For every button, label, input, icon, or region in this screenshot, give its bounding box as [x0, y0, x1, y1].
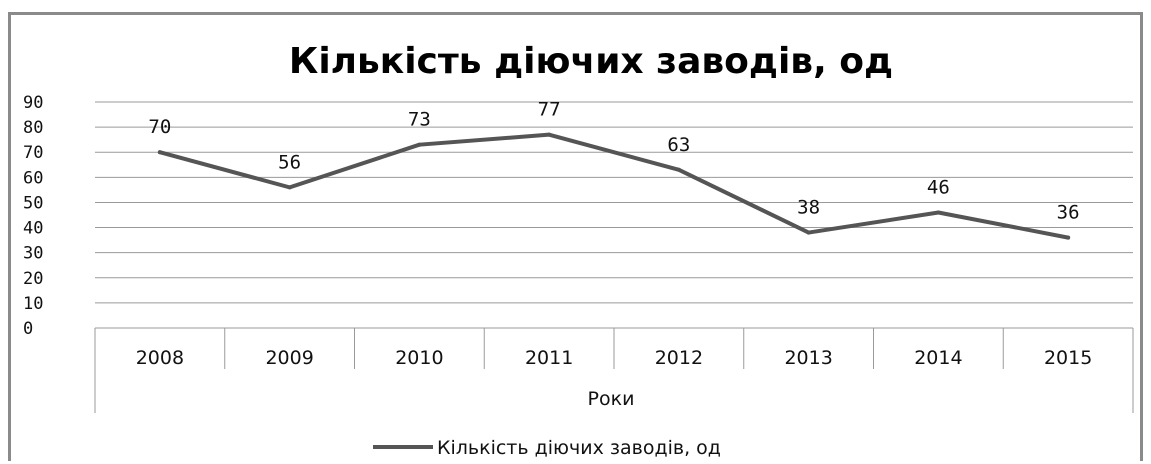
x-tick-label: 2008	[136, 347, 184, 369]
data-point	[806, 230, 811, 235]
data-label: 38	[797, 197, 820, 219]
gridlines	[95, 101, 1133, 304]
y-tick-label: 0	[23, 319, 33, 339]
data-label: 73	[408, 109, 431, 131]
y-tick-label: 20	[23, 269, 43, 289]
x-tick-label: 2014	[914, 347, 962, 369]
y-tick-label: 60	[23, 168, 43, 188]
y-tick-label: 30	[23, 244, 43, 264]
x-tick-label: 2009	[265, 347, 313, 369]
y-tick-label: 90	[23, 93, 43, 113]
y-tick-label: 80	[23, 118, 43, 138]
x-tick-label: 2013	[784, 347, 832, 369]
x-tick-label: 2010	[395, 347, 443, 369]
data-label: 63	[667, 134, 690, 156]
series-line	[157, 132, 1071, 240]
data-point	[676, 167, 681, 172]
x-tick-label: 2011	[525, 347, 573, 369]
data-point	[547, 132, 552, 137]
legend: Кількість діючих заводів, од	[373, 437, 721, 459]
series-lines	[157, 132, 1071, 240]
x-axis: 2008 2009 2010 2011 2012 2013 2014 2015	[94, 327, 1134, 413]
data-label: 77	[538, 99, 561, 121]
x-tick-label: 2012	[655, 347, 703, 369]
data-point	[417, 142, 422, 147]
data-point	[936, 210, 941, 215]
y-tick-label: 70	[23, 143, 43, 163]
y-tick-label: 10	[23, 294, 43, 314]
data-point	[287, 185, 292, 190]
data-point	[1066, 235, 1071, 240]
legend-label: Кількість діючих заводів, од	[437, 437, 721, 459]
data-labels: 70 56 73 77 63 38 46 36	[148, 99, 1079, 224]
x-tick-label: 2015	[1044, 347, 1092, 369]
data-label: 56	[278, 151, 301, 173]
x-axis-title: Роки	[588, 388, 635, 410]
data-point	[157, 150, 162, 155]
y-axis-ticks: 0 10 20 30 40 50 60 70 80 90	[23, 93, 43, 339]
data-label: 70	[148, 116, 171, 138]
chart-title: Кількість діючих заводів, од	[289, 41, 893, 82]
chart-frame: Кількість діючих заводів, од 0 10 20 30 40 50…	[8, 12, 1143, 461]
y-tick-label: 40	[23, 219, 43, 239]
data-label: 46	[927, 176, 950, 198]
line-chart: Кількість діючих заводів, од 0 10 20 30 40 50…	[23, 41, 1134, 459]
y-tick-label: 50	[23, 193, 43, 213]
data-label: 36	[1057, 202, 1080, 224]
